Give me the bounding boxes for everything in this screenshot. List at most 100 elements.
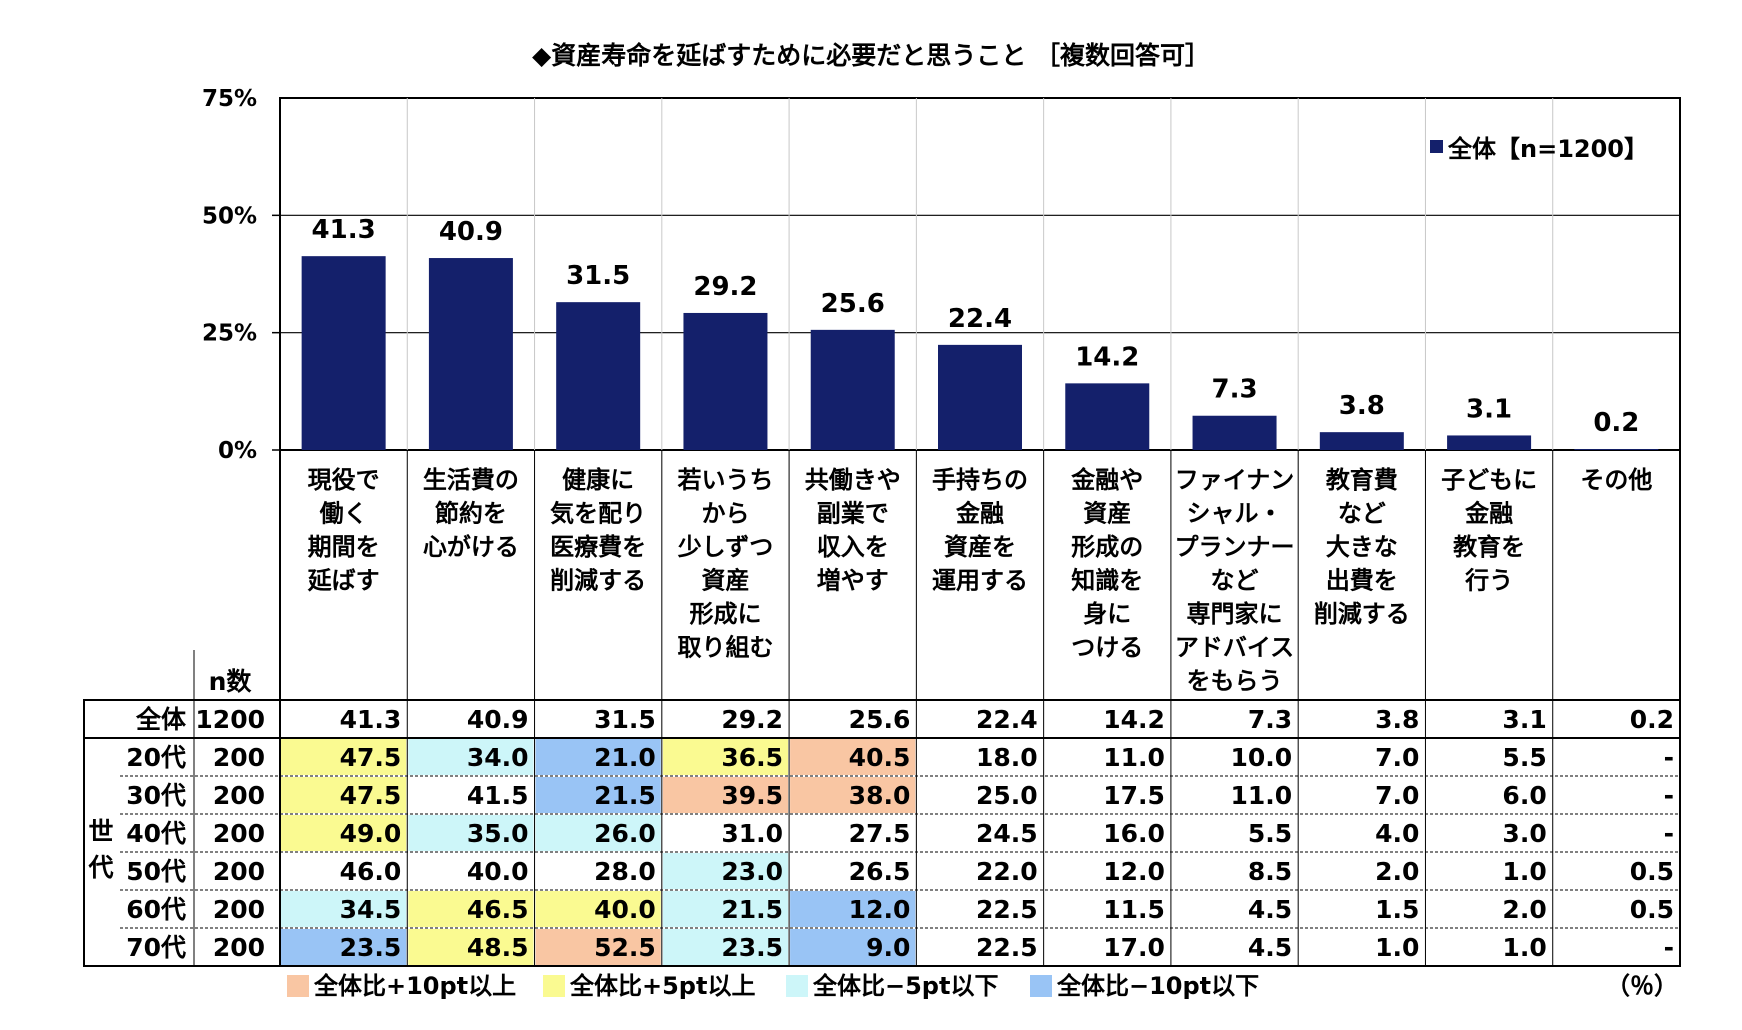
table-group-label: 代 — [87, 853, 113, 882]
category-label: 金融や — [1070, 466, 1143, 494]
table-cell-value: 47.5 — [340, 781, 402, 810]
highlight-legend-swatch — [543, 975, 565, 997]
table-cell-value: 22.4 — [976, 705, 1038, 734]
table-cell-value: 9.0 — [866, 933, 910, 962]
table-n-value: 200 — [213, 743, 265, 772]
bar — [428, 258, 513, 450]
table-cell-value: 40.0 — [594, 895, 656, 924]
highlight-legend-swatch — [287, 975, 309, 997]
chart-title: ◆資産寿命を延ばすために必要だと思うこと ［複数回答可］ — [532, 41, 1210, 70]
y-tick-label: 50% — [202, 203, 257, 229]
category-label: をもらう — [1187, 667, 1283, 695]
category-label: 副業で — [817, 500, 889, 528]
bar — [301, 256, 386, 450]
table-cell-value: 26.5 — [849, 857, 911, 886]
category-label: など — [1338, 500, 1386, 528]
highlight-legend-label: 全体比−5pt以下 — [812, 972, 998, 1000]
bar-value-label: 41.3 — [312, 215, 376, 245]
table-cell-value: 23.0 — [721, 857, 783, 886]
table-cell-value: 14.2 — [1103, 705, 1165, 734]
category-label: 手持ちの — [932, 466, 1028, 494]
table-cell-value: 11.0 — [1230, 781, 1292, 810]
table-cell-value: 4.5 — [1248, 895, 1292, 924]
category-label: 資産 — [1083, 500, 1131, 528]
table-row-label: 70代 — [126, 933, 186, 962]
category-label: 身に — [1083, 600, 1131, 628]
table-row-label: 30代 — [126, 781, 186, 810]
table-cell-highlight — [790, 739, 916, 775]
category-label: アドバイス — [1175, 634, 1294, 662]
table-cell-value: 3.8 — [1375, 705, 1419, 734]
table-row-label: 50代 — [126, 857, 186, 886]
table-cell-value: 31.5 — [594, 705, 656, 734]
table-cell-value: - — [1664, 743, 1674, 772]
category-label: 知識を — [1071, 567, 1143, 595]
table-cell-value: 28.0 — [594, 857, 656, 886]
category-label: 若いうち — [676, 466, 773, 494]
table-cell-value: 35.0 — [467, 819, 529, 848]
category-label: 削減する — [550, 567, 646, 595]
category-label: つける — [1071, 634, 1143, 662]
table-cell-value: 11.5 — [1103, 895, 1165, 924]
table-n-value: 200 — [213, 895, 265, 924]
table-cell-value: 18.0 — [976, 743, 1038, 772]
table-cell-highlight — [535, 815, 661, 851]
table-cell-highlight — [408, 739, 534, 775]
table-cell-value: 46.5 — [467, 895, 529, 924]
table-cell-value: 25.6 — [849, 705, 911, 734]
table-cell-value: 31.0 — [721, 819, 783, 848]
category-label: ファイナン — [1175, 466, 1295, 494]
table-cell-value: 17.5 — [1103, 781, 1165, 810]
table-cell-highlight — [535, 891, 661, 927]
bar — [1192, 415, 1277, 450]
bar-value-label: 29.2 — [693, 272, 757, 302]
table-row-label: 40代 — [126, 819, 186, 848]
table-cell-value: 6.0 — [1502, 781, 1546, 810]
category-label: その他 — [1580, 466, 1652, 494]
bar — [1447, 435, 1532, 450]
category-label: 教育を — [1453, 533, 1525, 561]
bar-value-label: 22.4 — [948, 304, 1012, 334]
bar-value-label: 14.2 — [1075, 342, 1139, 372]
category-label: シャル・ — [1187, 500, 1283, 528]
table-cell-highlight — [662, 929, 789, 965]
category-label: 運用する — [932, 567, 1028, 595]
highlight-legend-label: 全体比+10pt以上 — [313, 972, 516, 1000]
table-row-label: 20代 — [126, 743, 186, 772]
category-label: 健康に — [562, 466, 634, 494]
table-n-value: 200 — [213, 781, 265, 810]
table-cell-value: - — [1664, 781, 1674, 810]
table-cell-highlight — [662, 739, 789, 775]
highlight-legend-label: 全体比+5pt以上 — [569, 972, 755, 1000]
highlight-legend-label: 全体比−10pt以下 — [1056, 972, 1259, 1000]
table-cell-highlight — [281, 929, 407, 965]
table-cell-value: 24.5 — [976, 819, 1038, 848]
table-cell-value: 1.0 — [1375, 933, 1419, 962]
category-label: 行う — [1464, 567, 1513, 595]
category-label: など — [1211, 567, 1259, 595]
table-cell-value: 5.5 — [1502, 743, 1546, 772]
bar — [556, 302, 641, 450]
category-label: 形成の — [1071, 533, 1143, 561]
table-n-value: 200 — [213, 857, 265, 886]
table-cell-value: 3.0 — [1502, 819, 1546, 848]
category-label: 延ばす — [307, 567, 380, 595]
table-cell-value: 11.0 — [1103, 743, 1165, 772]
table-cell-value: 34.5 — [340, 895, 402, 924]
table-n-value: 200 — [213, 933, 265, 962]
table-cell-value: 22.5 — [976, 933, 1038, 962]
category-label: 増やす — [817, 567, 889, 595]
y-tick-label: 25% — [202, 321, 257, 347]
table-cell-value: 23.5 — [721, 933, 783, 962]
bar-value-label: 40.9 — [439, 217, 503, 247]
table-cell-value: 40.5 — [849, 743, 911, 772]
category-label: から — [701, 500, 749, 528]
category-label: 教育費 — [1326, 466, 1398, 494]
table-n-value: 200 — [213, 819, 265, 848]
legend-swatch — [1430, 140, 1443, 153]
table-cell-value: 1.5 — [1375, 895, 1419, 924]
category-label: 子どもに — [1441, 466, 1537, 494]
table-cell-highlight — [790, 891, 916, 927]
table-cell-value: 0.2 — [1630, 705, 1674, 734]
